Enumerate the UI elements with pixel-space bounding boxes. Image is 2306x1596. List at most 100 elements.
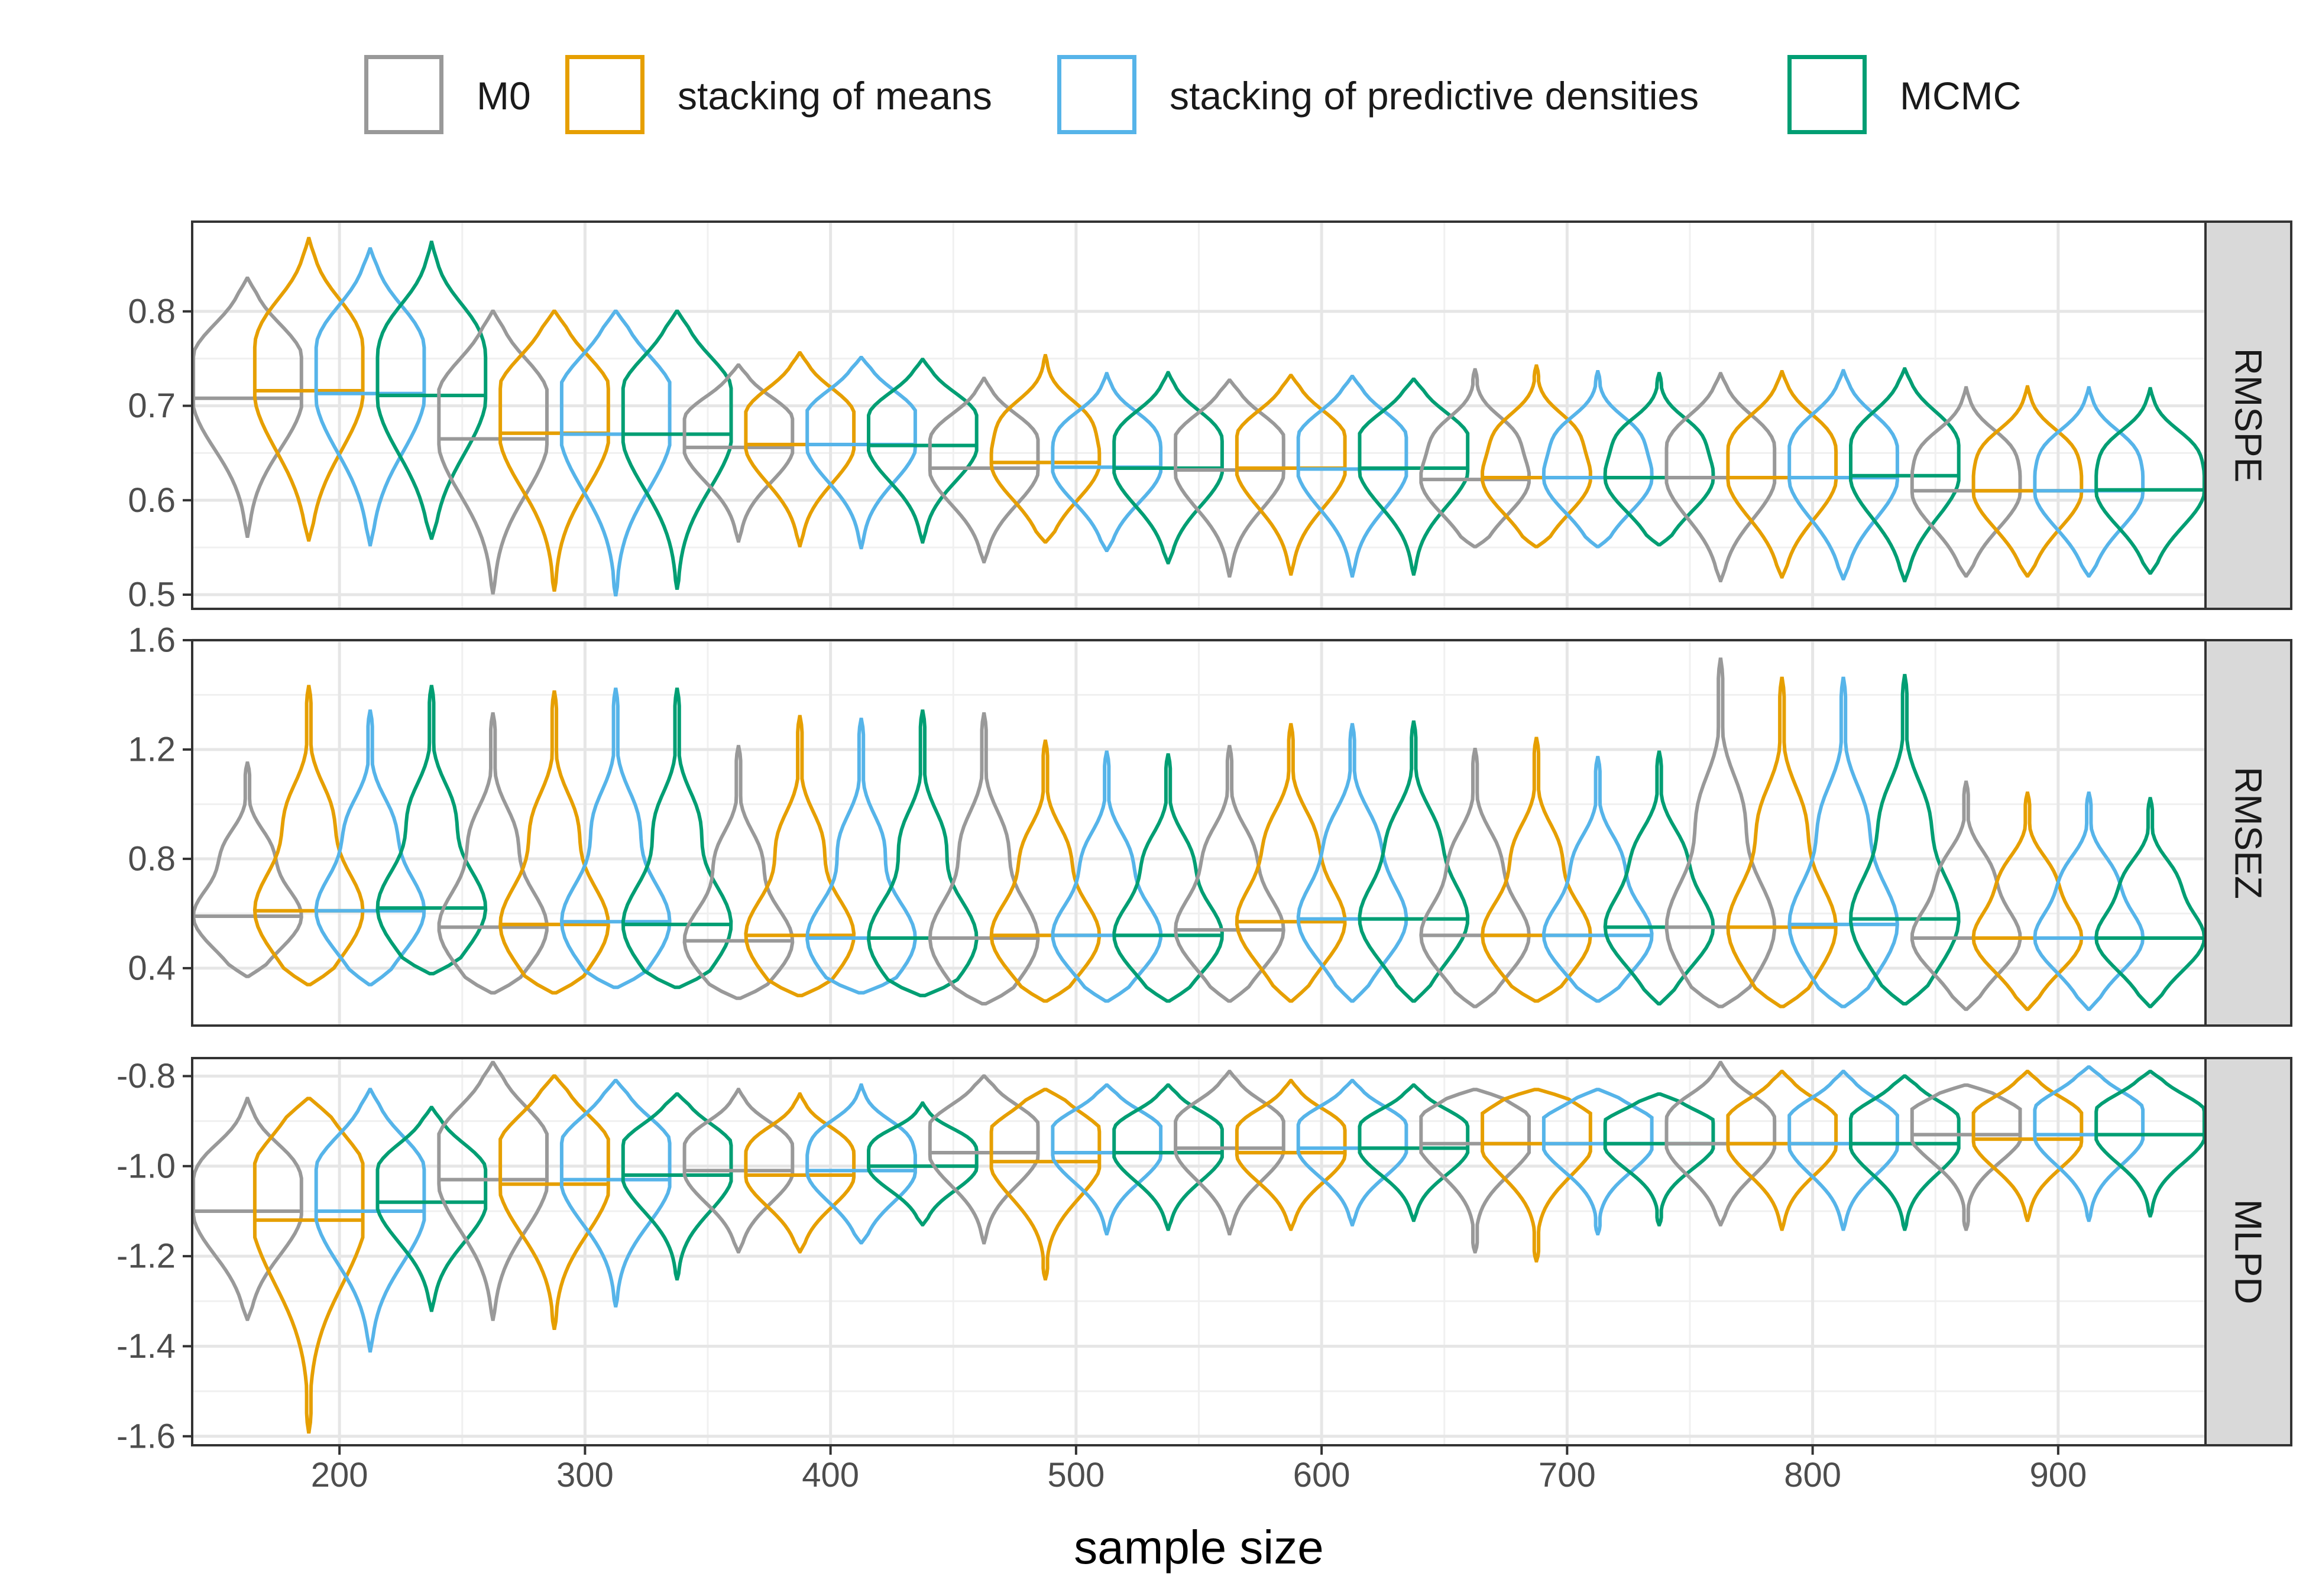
- strip-mlpd: [2204, 1057, 2292, 1446]
- violin-mlpd-200-s1: [252, 1097, 365, 1434]
- violin-rmsez-200-s0: [192, 761, 303, 978]
- violin-mlpd-800-s1: [1726, 1069, 1838, 1231]
- violin-rmsez-700-s1: [1481, 737, 1592, 1003]
- legend: M0 stacking of means stacking of predict…: [0, 47, 2306, 151]
- violin-rmsez-900-s3: [2094, 797, 2206, 1008]
- violin-mlpd-700-s0: [1419, 1088, 1531, 1254]
- violin-rmsez-600-s3: [1358, 720, 1470, 1003]
- strip-label: MLPD: [2227, 1199, 2270, 1305]
- violin-mlpd-800-s3: [1849, 1074, 1961, 1231]
- violin-rmsez-400-s2: [805, 718, 917, 995]
- panel-rmsez: RMSEZ 0.4 0.8 1.2 1.6: [128, 621, 2292, 1027]
- legend-key-stacking-of-predictive-densities: [1057, 55, 1136, 134]
- legend-label-m0: M0: [477, 74, 531, 118]
- x-tick-label: 400: [802, 1456, 859, 1494]
- violin-rmspe-700-s3: [1603, 372, 1715, 547]
- violin-rmspe-700-s2: [1541, 370, 1654, 549]
- violin-rmspe-300-s2: [559, 309, 672, 596]
- violin-rmspe-800-s3: [1849, 367, 1961, 583]
- legend-label-stacking-of-predictive-densities: stacking of predictive densities: [1170, 74, 1699, 118]
- violin-rmsez-500-s1: [989, 739, 1102, 1003]
- violin-rmsez-400-s3: [867, 709, 979, 998]
- violin-rmspe-300-s3: [621, 309, 733, 590]
- violin-rmspe-500-s1: [989, 353, 1102, 544]
- violin-mlpd-700-s2: [1541, 1088, 1654, 1235]
- violin-rmsez-200-s3: [375, 685, 488, 976]
- y-tick-label: -1.6: [116, 1417, 176, 1455]
- violin-rmsez-400-s0: [682, 745, 795, 1000]
- y-tick-label: -0.8: [116, 1057, 176, 1095]
- violin-mlpd-500-s0: [928, 1074, 1040, 1245]
- y-tick-label: -1.0: [116, 1147, 176, 1185]
- y-tick-label: 0.8: [128, 292, 176, 330]
- violin-mlpd-900-s0: [1910, 1083, 2022, 1231]
- violin-mlpd-400-s1: [744, 1092, 856, 1254]
- violin-rmspe-200-s1: [252, 236, 365, 542]
- violin-mlpd-400-s2: [805, 1083, 917, 1245]
- violin-mlpd-500-s3: [1112, 1083, 1224, 1231]
- violin-rmsez-900-s1: [1971, 791, 2084, 1011]
- violin-mlpd-800-s0: [1664, 1060, 1777, 1227]
- violin-rmsez-700-s0: [1419, 748, 1531, 1008]
- violin-rmsez-500-s3: [1112, 753, 1224, 1003]
- legend-key-mcmc: [1787, 55, 1867, 134]
- violin-rmspe-800-s2: [1787, 369, 1899, 580]
- legend-key-m0: [364, 55, 443, 134]
- violin-rmsez-600-s1: [1235, 723, 1347, 1003]
- violin-mlpd-700-s1: [1481, 1088, 1592, 1263]
- y-tick-label: 0.6: [128, 481, 176, 520]
- violin-rmsez-800-s2: [1787, 676, 1899, 1008]
- violin-rmspe-400-s0: [682, 363, 795, 543]
- violin-rmsez-800-s1: [1726, 676, 1838, 1008]
- x-tick-label: 200: [311, 1456, 368, 1494]
- violin-mlpd-600-s1: [1235, 1079, 1347, 1231]
- violin-rmsez-300-s0: [437, 712, 549, 995]
- violin-rmspe-700-s0: [1419, 368, 1531, 549]
- violin-rmsez-300-s2: [559, 687, 672, 990]
- violin-rmspe-200-s2: [314, 247, 426, 547]
- panel-mlpd: MLPD -1.6 -1.4 -1.2 -1.0 -0.8: [116, 1057, 2292, 1455]
- legend-key-stacking-of-means: [565, 55, 644, 134]
- violin-rmspe-900-s1: [1971, 385, 2084, 578]
- x-tick-label: 300: [556, 1456, 614, 1494]
- violin-mlpd-300-s0: [437, 1060, 549, 1321]
- violin-rmspe-400-s2: [805, 356, 917, 550]
- violin-rmsez-200-s1: [252, 685, 365, 987]
- violin-mlpd-300-s1: [498, 1074, 610, 1330]
- x-tick-label: 800: [1784, 1456, 1841, 1494]
- violin-rmspe-200-s0: [192, 276, 303, 538]
- violin-rmsez-800-s3: [1848, 674, 1961, 1005]
- x-axis-title: sample size: [1074, 1521, 1323, 1574]
- violin-rmsez-700-s2: [1541, 755, 1654, 1003]
- violin-rmspe-500-s0: [928, 377, 1040, 564]
- violin-rmsez-900-s0: [1910, 780, 2022, 1011]
- y-tick-label: -1.4: [116, 1327, 176, 1365]
- violin-rmsez-300-s1: [498, 690, 610, 995]
- violin-rmspe-900-s0: [1910, 386, 2022, 578]
- legend-label-mcmc: MCMC: [1900, 74, 2022, 118]
- violin-rmspe-800-s0: [1664, 372, 1777, 583]
- legend-label-stacking-of-means: stacking of means: [678, 74, 992, 118]
- x-tick-label: 500: [1047, 1456, 1105, 1494]
- violin-mlpd-300-s3: [621, 1092, 733, 1281]
- y-tick-label: 0.5: [128, 576, 176, 614]
- violin-rmspe-600-s1: [1235, 374, 1347, 576]
- violin-mlpd-600-s3: [1358, 1083, 1470, 1222]
- violin-rmsez-500-s0: [928, 712, 1040, 1005]
- y-tick-label: 0.4: [128, 949, 176, 987]
- violin-rmsez-300-s3: [621, 687, 733, 990]
- y-tick-label: -1.2: [116, 1237, 176, 1276]
- x-tick-label: 600: [1293, 1456, 1350, 1494]
- violin-rmspe-900-s2: [2033, 386, 2145, 578]
- violin-rmspe-800-s1: [1726, 370, 1838, 579]
- violin-rmspe-700-s1: [1481, 364, 1592, 549]
- panel-rmspe: RMSPE 0.5 0.6 0.7 0.8: [128, 220, 2292, 614]
- strip-rmsez: [2204, 639, 2292, 1027]
- y-tick-label: 0.8: [128, 839, 176, 878]
- violin-mlpd-700-s3: [1603, 1092, 1715, 1227]
- violin-rmspe-200-s3: [375, 241, 488, 540]
- violin-rmspe-300-s0: [437, 309, 549, 595]
- violin-rmspe-400-s3: [867, 358, 979, 544]
